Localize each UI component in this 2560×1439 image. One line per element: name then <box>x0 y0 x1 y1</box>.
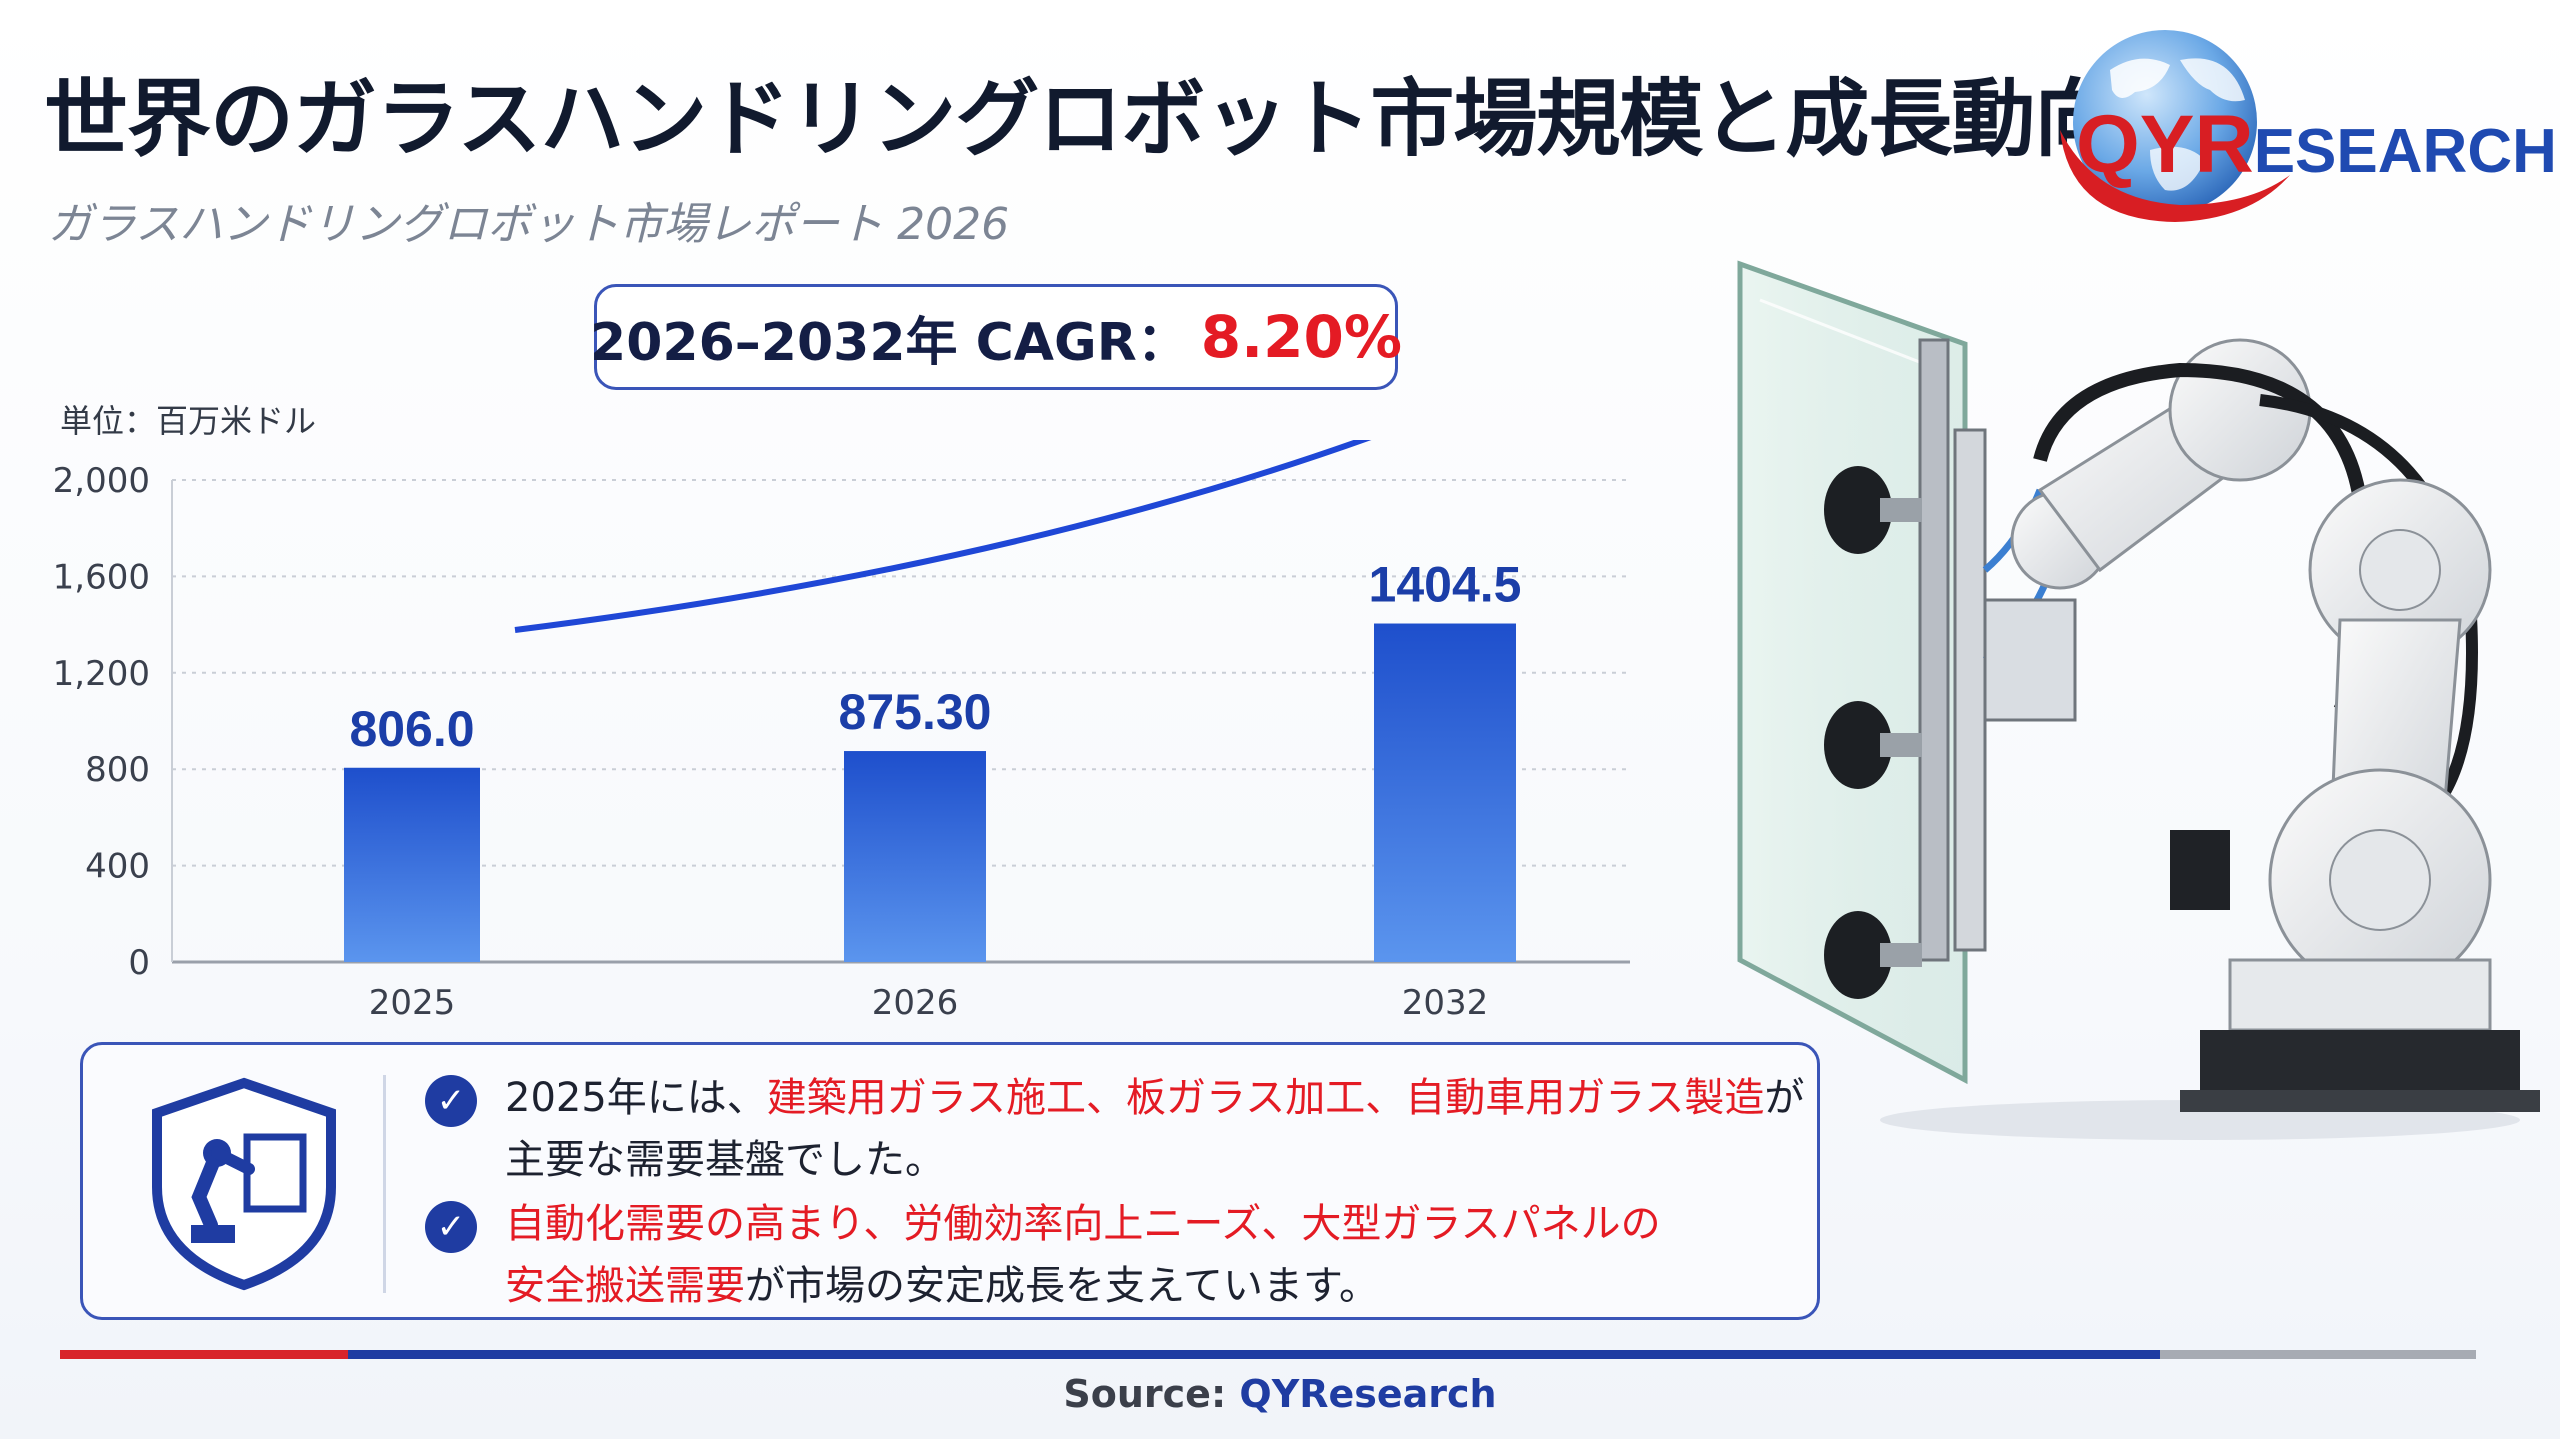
bar-2025 <box>344 767 480 962</box>
y-tick-label: 800 <box>85 750 150 790</box>
trend-arrow <box>514 440 1372 633</box>
accent-line-blue <box>348 1350 2160 1359</box>
x-tick-label: 2032 <box>1402 983 1489 1023</box>
y-tick-label: 2,000 <box>53 461 150 501</box>
x-tick-label: 2026 <box>872 983 959 1023</box>
logo-qyr: QYR <box>2076 99 2254 190</box>
source-name: QYResearch <box>1239 1372 1497 1416</box>
bar-value-label: 875.30 <box>839 684 992 740</box>
robot-shield-icon <box>152 1077 336 1291</box>
bar-2026 <box>844 751 986 962</box>
check-icon: ✓ <box>425 1201 477 1253</box>
bar-value-label: 806.0 <box>349 701 474 757</box>
bar-value-label: 1404.5 <box>1369 557 1522 613</box>
insight-1-line-2: 主要な需要基盤でした。 <box>505 1137 945 1183</box>
logo-research: ESEARCH <box>2253 117 2557 186</box>
panel-divider <box>383 1075 386 1293</box>
y-tick-label: 1,200 <box>53 654 150 694</box>
y-tick-label: 0 <box>128 943 150 983</box>
accent-line-gray <box>2160 1350 2476 1359</box>
accent-line-red <box>60 1350 348 1359</box>
bar-chart: 0 400 800 1,200 1,600 2,000 806.0 2025 875.30 20… <box>53 440 1630 1023</box>
y-tick-label: 400 <box>85 847 150 887</box>
key-insights-panel: ✓ 2025年には、建築用ガラス施工、板ガラス加工、自動車用ガラス製造が 主要な… <box>80 1042 1820 1320</box>
bar-2032 <box>1374 623 1516 962</box>
source-credit: Source: QYResearch <box>0 1372 2560 1416</box>
cagr-value: 8.20% <box>1200 303 1402 371</box>
unit-label: 単位：百万米ドル <box>60 402 317 440</box>
qyresearch-logo <box>2060 30 2290 222</box>
check-icon: ✓ <box>425 1075 477 1127</box>
y-tick-label: 1,600 <box>53 557 150 597</box>
insight-2-line-1: 自動化需要の高まり、労働効率向上ニーズ、大型ガラスパネルの <box>505 1201 1661 1247</box>
page-subtitle: ガラスハンドリングロボット市場レポート 2026 <box>48 199 1010 250</box>
cagr-label: 2026–2032年 CAGR： <box>590 312 1189 373</box>
x-tick-label: 2025 <box>369 983 456 1023</box>
glass-handling-robot-illustration <box>1737 260 2540 1140</box>
source-label: Source: <box>1063 1372 1227 1416</box>
cagr-badge: 2026–2032年 CAGR： 8.20% <box>590 284 1402 390</box>
page-title: 世界のガラスハンドリングロボット市場規模と成長動向 <box>44 70 2118 168</box>
insight-1-line-1: 2025年には、建築用ガラス施工、板ガラス加工、自動車用ガラス製造が <box>505 1075 1805 1121</box>
logo-wordmark: QYRESEARCH <box>2076 98 2557 192</box>
insight-2-line-2: 安全搬送需要が市場の安定成長を支えています。 <box>505 1263 1379 1309</box>
